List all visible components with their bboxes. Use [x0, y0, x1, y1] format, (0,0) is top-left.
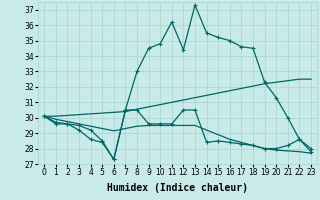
X-axis label: Humidex (Indice chaleur): Humidex (Indice chaleur): [107, 183, 248, 193]
